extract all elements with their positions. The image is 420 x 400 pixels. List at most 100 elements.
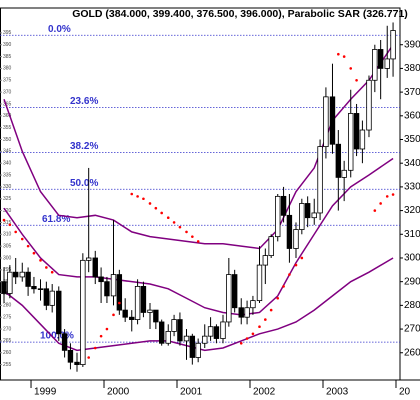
candle-body bbox=[195, 342, 201, 358]
y-tick-label: 320 bbox=[404, 205, 420, 216]
y-left-tick-label: 390 bbox=[3, 42, 12, 48]
y-left-tick-label: 360 bbox=[3, 113, 12, 119]
y-left-tick-label: 325 bbox=[3, 196, 12, 202]
candle-body bbox=[238, 307, 244, 318]
y-tick-label: 350 bbox=[404, 134, 420, 145]
candle-body bbox=[286, 214, 293, 249]
candle-body bbox=[390, 30, 396, 60]
sar-dot bbox=[337, 52, 340, 56]
y-left-tick-label: 350 bbox=[3, 137, 12, 143]
sar-dot bbox=[99, 334, 103, 338]
sar-dot bbox=[385, 195, 389, 198]
y-left-tick-label: 340 bbox=[3, 161, 12, 167]
sar-dot bbox=[50, 270, 54, 274]
y-tick-label: 260 bbox=[404, 347, 420, 358]
x-tick-label: 2000 bbox=[107, 387, 130, 398]
y-left-tick-label: 295 bbox=[3, 267, 12, 273]
x-tick-label: 2001 bbox=[180, 387, 203, 398]
y-left-tick-label: 355 bbox=[3, 125, 12, 131]
candle-body bbox=[262, 255, 269, 266]
candle-body bbox=[183, 335, 190, 342]
sar-dot bbox=[300, 256, 304, 260]
sar-dot bbox=[251, 332, 255, 336]
candle-body bbox=[116, 274, 123, 311]
sar-dot bbox=[172, 221, 176, 224]
sar-dot bbox=[45, 266, 48, 269]
candle-body bbox=[244, 307, 250, 318]
y-tick-label: 270 bbox=[404, 324, 420, 335]
sar-dot bbox=[154, 206, 158, 210]
candle-body bbox=[110, 274, 117, 297]
candle-body bbox=[311, 212, 317, 219]
sar-dot bbox=[93, 346, 97, 350]
y-left-tick-label: 330 bbox=[3, 184, 12, 190]
y-left-tick-label: 345 bbox=[3, 149, 12, 155]
candle-body bbox=[98, 276, 104, 283]
sar-dot bbox=[379, 202, 382, 205]
candle-body bbox=[177, 319, 183, 342]
candle-body bbox=[74, 361, 80, 365]
candle-body bbox=[207, 326, 214, 337]
candle-body bbox=[92, 257, 98, 278]
y-tick-label: 360 bbox=[404, 110, 420, 121]
y-tick-label: 330 bbox=[404, 182, 420, 193]
sar-dot bbox=[39, 259, 42, 262]
sar-dot bbox=[342, 55, 346, 58]
sar-dot bbox=[373, 209, 377, 212]
candle-body bbox=[341, 169, 347, 178]
candle-body bbox=[7, 271, 13, 294]
sar-dot bbox=[136, 195, 139, 198]
sar-dot bbox=[245, 337, 249, 340]
candle-body bbox=[19, 271, 25, 278]
x-tick-label: 20 bbox=[399, 387, 411, 398]
candle-body bbox=[213, 326, 220, 339]
sar-dot bbox=[20, 237, 24, 241]
candle-body bbox=[329, 96, 336, 145]
candle-body bbox=[299, 203, 305, 230]
y-tick-label: 340 bbox=[404, 158, 420, 169]
candle-body bbox=[348, 113, 354, 171]
y-left-tick-label: 265 bbox=[3, 338, 12, 344]
candle-body bbox=[56, 290, 62, 335]
y-left-tick-label: 275 bbox=[3, 315, 12, 321]
candle-body bbox=[37, 288, 44, 290]
y-left-tick-label: 260 bbox=[3, 350, 12, 356]
y-tick-label: 290 bbox=[404, 276, 420, 287]
sar-dot bbox=[160, 211, 163, 215]
candle-body bbox=[165, 331, 171, 344]
candle-body bbox=[140, 286, 147, 313]
candle-body bbox=[372, 49, 378, 81]
sar-dot bbox=[391, 193, 395, 196]
sar-dot bbox=[26, 244, 30, 248]
candle-body bbox=[256, 264, 263, 302]
candle-body bbox=[377, 49, 384, 69]
sar-dot bbox=[112, 313, 115, 317]
y-left-tick-label: 315 bbox=[3, 220, 12, 226]
y-left-tick-label: 370 bbox=[3, 89, 12, 95]
candle-body bbox=[25, 271, 31, 287]
y-tick-label: 280 bbox=[404, 300, 420, 311]
y-tick-label: 370 bbox=[404, 87, 420, 98]
sar-dot bbox=[178, 225, 182, 229]
sar-dot bbox=[282, 285, 285, 288]
sar-dot bbox=[196, 240, 200, 243]
fib-label: 100.0% bbox=[40, 331, 74, 342]
candle-body bbox=[231, 274, 238, 309]
sar-dot bbox=[185, 230, 188, 234]
candle-body bbox=[129, 316, 135, 320]
sar-dot bbox=[288, 273, 291, 276]
sar-dot bbox=[130, 192, 134, 196]
band-line bbox=[3, 157, 394, 316]
sar-dot bbox=[32, 251, 36, 255]
x-tick-label: 1999 bbox=[34, 387, 57, 398]
y-left-tick-label: 310 bbox=[3, 232, 12, 238]
candle-body bbox=[384, 58, 390, 69]
sar-dot bbox=[166, 216, 170, 219]
sar-dot bbox=[142, 197, 145, 201]
candle-body bbox=[323, 96, 329, 148]
x-tick-label: 2002 bbox=[253, 387, 276, 398]
y-left-tick-label: 385 bbox=[3, 54, 12, 60]
y-left-tick-label: 395 bbox=[3, 30, 12, 36]
y-tick-label: 380 bbox=[404, 63, 420, 74]
sar-dot bbox=[105, 327, 109, 331]
